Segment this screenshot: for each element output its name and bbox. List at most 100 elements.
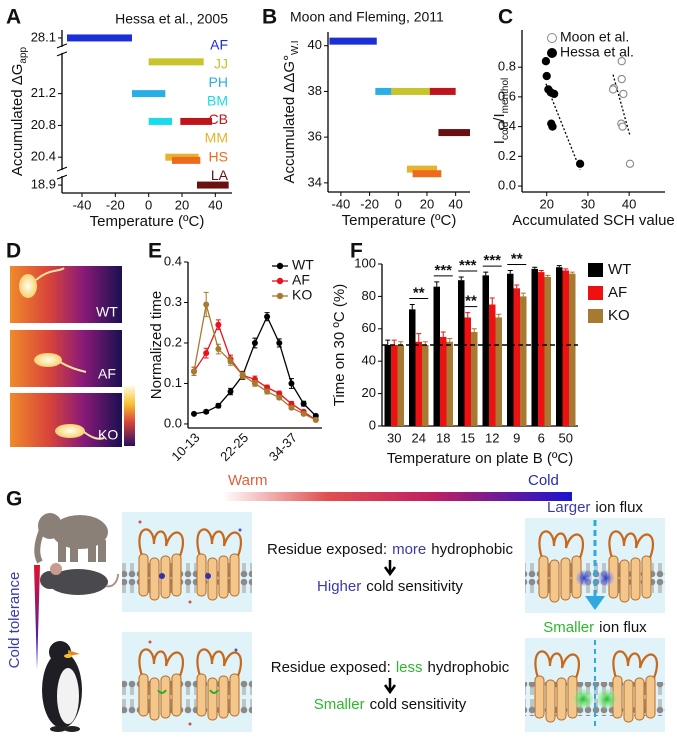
flux-text: Larger ion flux xyxy=(547,499,643,516)
text-part: less xyxy=(396,659,423,676)
bar xyxy=(471,332,478,426)
x-tick-label: 30 xyxy=(387,430,401,445)
point xyxy=(227,358,234,365)
image-label: AF xyxy=(98,366,116,382)
line xyxy=(193,304,317,421)
bar xyxy=(391,345,398,426)
text-part: hydrophobic xyxy=(428,659,510,676)
bar xyxy=(433,286,440,426)
legend-label: Hessa et al. xyxy=(560,44,634,60)
text-part: cold sensitivity xyxy=(366,578,463,595)
point xyxy=(239,372,246,379)
range-bar xyxy=(429,87,456,95)
cold-label: Cold xyxy=(528,472,559,489)
error-bar xyxy=(416,333,422,342)
range-bar xyxy=(391,87,433,95)
x-tick-label: -20 xyxy=(360,196,379,211)
x-tick-label: 30 xyxy=(581,196,595,211)
error-bar xyxy=(520,292,526,297)
x-tick-label: 0 xyxy=(395,196,402,211)
y-axis-label: Normalized time xyxy=(148,291,165,399)
range-bar xyxy=(329,37,377,45)
image-label: WT xyxy=(96,304,118,320)
axis-break xyxy=(57,170,67,177)
legend-label: BM xyxy=(207,93,228,109)
text-part: Residue exposed: xyxy=(271,659,391,676)
bar xyxy=(422,345,429,426)
x-tick-label: 50 xyxy=(559,430,573,445)
legend-label: JJ xyxy=(214,55,228,71)
legend-label: AF xyxy=(292,272,310,288)
y-axis-label: Accumulated ΔGapp xyxy=(9,46,29,176)
error-bar xyxy=(507,269,513,274)
error-bar xyxy=(385,339,391,345)
y-tick-label: 60 xyxy=(362,320,376,335)
bar xyxy=(513,288,520,426)
y-tick-label: 0 xyxy=(369,417,376,432)
error-bar xyxy=(514,284,520,289)
text-part: cold sensitivity xyxy=(370,696,467,713)
channel-panel xyxy=(122,512,252,612)
axis-break xyxy=(56,166,68,172)
error-bar xyxy=(447,338,453,342)
y-axis-label: Icold/Imenthol xyxy=(491,78,511,144)
significance-label: ** xyxy=(465,293,477,310)
significance-label: ** xyxy=(413,284,425,301)
elephant xyxy=(34,513,108,564)
mechanism-text: Residue exposed: less hydrophobic xyxy=(271,659,510,676)
mouse-blob xyxy=(19,267,105,440)
label-part: Accumulated ΔG xyxy=(9,64,26,177)
text-part: more xyxy=(392,541,426,558)
legend-swatch xyxy=(588,286,603,300)
point xyxy=(264,313,271,320)
penguin xyxy=(42,641,82,732)
y-tick-label: 18.9 xyxy=(31,176,56,191)
point xyxy=(251,339,258,346)
point xyxy=(227,388,234,395)
panel-letter: E xyxy=(148,240,162,263)
point xyxy=(215,402,222,409)
legend-label: MM xyxy=(205,130,228,146)
error-bar xyxy=(556,265,562,268)
range-bar xyxy=(148,58,204,66)
significance-label: *** xyxy=(483,252,501,269)
x-tick-label: 18 xyxy=(436,430,450,445)
point xyxy=(264,388,271,395)
chart-E: E 0.0 0.1 0.2 0.3 0.4 Normalized time 10-13 22-2… xyxy=(148,240,322,464)
legend-marker xyxy=(276,292,284,300)
x-tick-label: -40 xyxy=(73,197,92,212)
label-part: I xyxy=(491,140,508,144)
error-bar xyxy=(483,271,489,276)
y-tick-label: 0.4 xyxy=(164,253,182,268)
range-bar xyxy=(438,129,470,137)
range-bar xyxy=(406,165,438,173)
y-tick-label: 34 xyxy=(308,174,322,189)
panel-letter: B xyxy=(262,6,277,29)
point xyxy=(191,368,197,375)
legend-swatch xyxy=(588,263,603,277)
chart-A: A Hessa et al., 2005 18.9 20.4 20.8 21.2 28.1 -… xyxy=(6,6,232,230)
trend-line xyxy=(545,83,581,170)
error-bar xyxy=(391,339,397,345)
error-bar xyxy=(489,297,495,305)
x-tick-label: 0 xyxy=(145,197,152,212)
point xyxy=(312,416,319,423)
y-tick-label: 0.3 xyxy=(164,294,182,309)
bar xyxy=(562,270,569,426)
y-tick-label: 0.2 xyxy=(498,148,516,163)
x-tick-label: 6 xyxy=(538,430,545,445)
x-tick-label: 20 xyxy=(420,196,434,211)
significance-label: *** xyxy=(434,262,452,279)
point xyxy=(276,339,283,346)
error-bar xyxy=(545,274,551,277)
axis-break xyxy=(57,46,67,53)
channel-panel xyxy=(525,638,665,732)
legend-marker xyxy=(276,277,284,285)
x-axis-label: Accumulated SCH value xyxy=(512,212,675,229)
significance-label: ** xyxy=(511,250,523,267)
scatter-point xyxy=(625,159,635,168)
x-tick-label: 20 xyxy=(175,197,189,212)
text-part: Smaller xyxy=(314,696,365,713)
bar xyxy=(415,341,422,426)
